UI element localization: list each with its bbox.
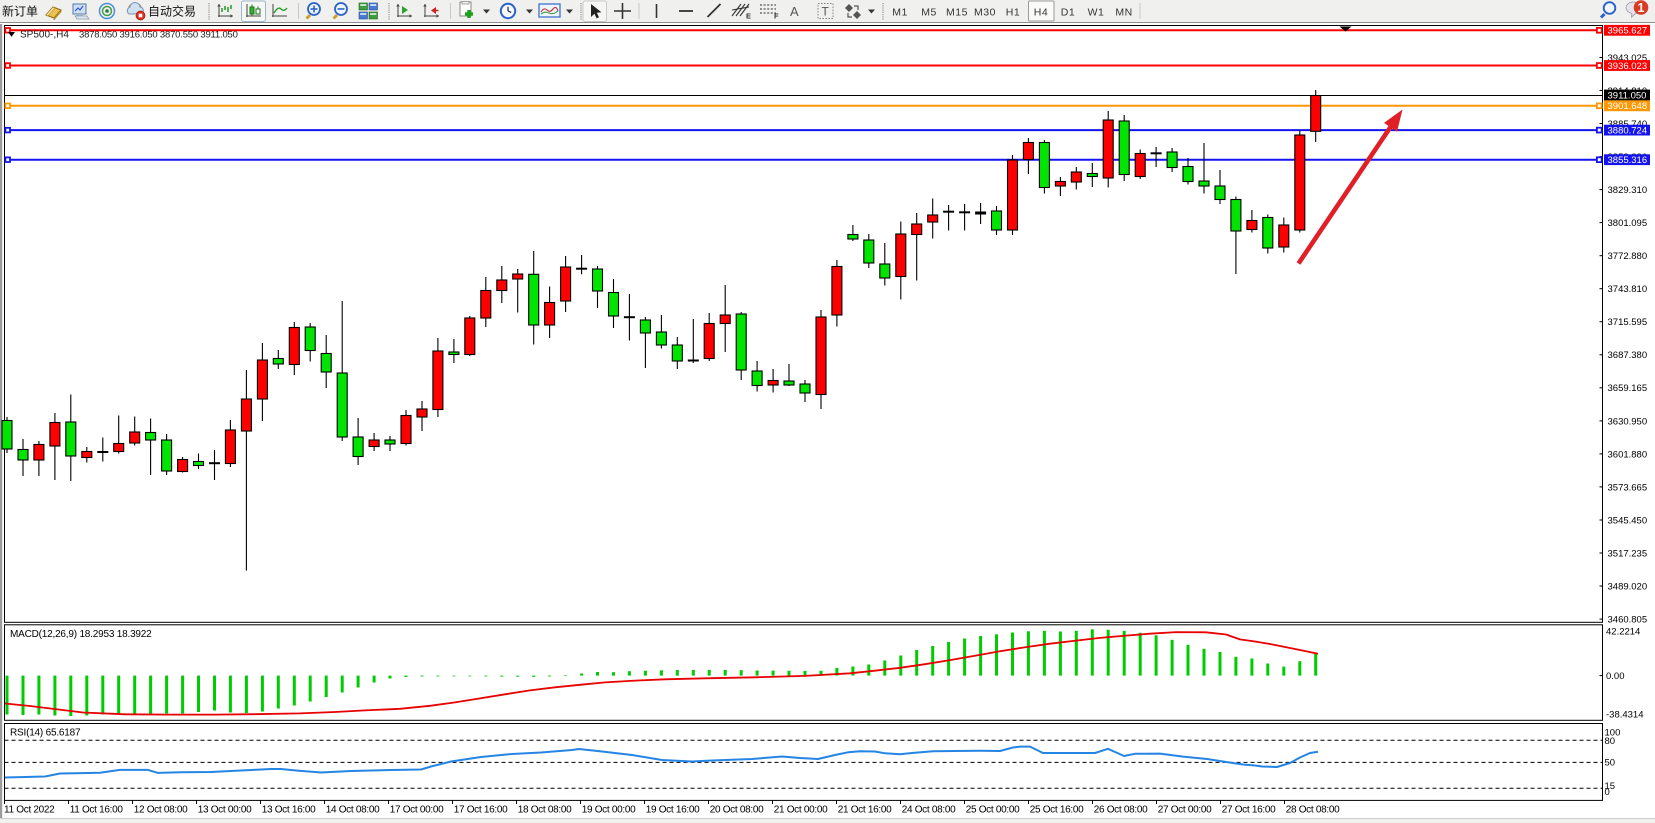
svg-text:3489.020: 3489.020 [1608,581,1648,592]
svg-text:MACD(12,26,9) 18.2953 18.3922: MACD(12,26,9) 18.2953 18.3922 [10,629,152,640]
svg-text:3460.805: 3460.805 [1608,615,1648,626]
svg-text:0: 0 [1605,787,1610,798]
svg-text:MN: MN [1115,6,1132,18]
svg-text:3715.595: 3715.595 [1608,317,1648,328]
svg-text:3772.880: 3772.880 [1608,251,1648,262]
svg-text:M1: M1 [892,6,908,18]
svg-text:80: 80 [1605,736,1616,747]
svg-text:13 Oct 16:00: 13 Oct 16:00 [262,805,316,816]
svg-text:自动交易: 自动交易 [148,4,196,19]
svg-text:27 Oct 16:00: 27 Oct 16:00 [1222,805,1276,816]
svg-text:15: 15 [1605,781,1616,792]
svg-text:F: F [774,12,779,21]
svg-text:3659.165: 3659.165 [1608,383,1648,394]
svg-text:H1: H1 [1006,6,1020,18]
svg-text:D1: D1 [1061,6,1075,18]
svg-text:42.2214: 42.2214 [1606,627,1640,638]
svg-text:3911.050: 3911.050 [1608,90,1647,101]
svg-text:100: 100 [1605,727,1621,738]
svg-text:12 Oct 08:00: 12 Oct 08:00 [134,805,188,816]
svg-text:19 Oct 16:00: 19 Oct 16:00 [646,805,700,816]
svg-text:50: 50 [1605,757,1616,768]
svg-text:28 Oct 08:00: 28 Oct 08:00 [1286,805,1340,816]
svg-text:3801.095: 3801.095 [1608,218,1648,229]
svg-text:3829.310: 3829.310 [1608,185,1648,196]
svg-text:0.00: 0.00 [1606,671,1625,682]
svg-text:M30: M30 [974,6,996,18]
svg-text:3901.648: 3901.648 [1608,101,1648,112]
svg-text:3545.450: 3545.450 [1608,515,1648,526]
svg-text:3878.050 3916.050 3870.550 391: 3878.050 3916.050 3870.550 3911.050 [79,29,238,40]
svg-text:SP500-,H4: SP500-,H4 [20,29,69,40]
svg-text:25 Oct 16:00: 25 Oct 16:00 [1030,805,1084,816]
svg-text:3855.316: 3855.316 [1608,155,1648,166]
svg-text:新订单: 新订单 [2,4,38,19]
svg-text:3601.880: 3601.880 [1608,449,1648,460]
svg-text:3965.627: 3965.627 [1608,26,1648,37]
svg-text:3885.740: 3885.740 [1608,119,1648,130]
svg-text:19 Oct 00:00: 19 Oct 00:00 [582,805,636,816]
svg-text:3517.235: 3517.235 [1608,548,1648,559]
svg-text:25 Oct 00:00: 25 Oct 00:00 [966,805,1020,816]
svg-text:-38.4314: -38.4314 [1606,710,1644,721]
svg-text:W1: W1 [1088,6,1105,18]
svg-text:3630.950: 3630.950 [1608,416,1648,427]
svg-text:RSI(14) 65.6187: RSI(14) 65.6187 [10,727,81,738]
svg-text:M5: M5 [921,6,937,18]
svg-text:20 Oct 08:00: 20 Oct 08:00 [710,805,764,816]
svg-text:3880.724: 3880.724 [1608,126,1648,137]
svg-text:E: E [746,12,751,21]
svg-text:11 Oct 16:00: 11 Oct 16:00 [70,805,124,816]
svg-text:18 Oct 08:00: 18 Oct 08:00 [518,805,572,816]
svg-text:21 Oct 16:00: 21 Oct 16:00 [838,805,892,816]
svg-text:17 Oct 16:00: 17 Oct 16:00 [454,805,508,816]
svg-text:13 Oct 00:00: 13 Oct 00:00 [198,805,252,816]
svg-text:3687.380: 3687.380 [1608,350,1648,361]
svg-text:3573.665: 3573.665 [1608,482,1648,493]
svg-text:T: T [822,5,830,19]
svg-text:27 Oct 00:00: 27 Oct 00:00 [1158,805,1212,816]
svg-text:M15: M15 [946,6,968,18]
svg-text:21 Oct 00:00: 21 Oct 00:00 [774,805,828,816]
svg-text:A: A [790,4,799,19]
svg-text:3936.023: 3936.023 [1608,61,1648,72]
svg-text:24 Oct 08:00: 24 Oct 08:00 [902,805,956,816]
svg-text:1: 1 [1638,1,1645,15]
svg-text:3743.810: 3743.810 [1608,284,1648,295]
svg-text:14 Oct 08:00: 14 Oct 08:00 [326,805,380,816]
svg-text:17 Oct 00:00: 17 Oct 00:00 [390,805,444,816]
svg-text:H4: H4 [1034,6,1048,18]
svg-text:3943.025: 3943.025 [1608,53,1648,64]
svg-text:11 Oct 2022: 11 Oct 2022 [4,805,55,816]
svg-text:26 Oct 08:00: 26 Oct 08:00 [1094,805,1148,816]
